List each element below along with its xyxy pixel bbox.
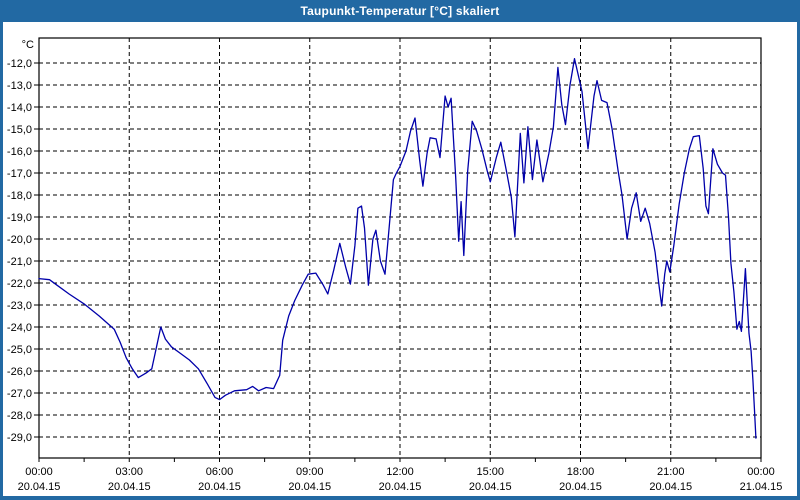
x-date-label: 20.04.15	[18, 481, 61, 493]
y-tick-label: -14,0	[7, 102, 32, 114]
y-tick-label: -21,0	[7, 256, 32, 268]
x-date-label: 20.04.15	[559, 481, 602, 493]
y-tick-label: -15,0	[7, 124, 32, 136]
y-tick-label: -24,0	[7, 322, 32, 334]
x-date-label: 20.04.15	[469, 481, 512, 493]
y-tick-label: -27,0	[7, 388, 32, 400]
x-time-label: 12:00	[386, 466, 414, 478]
window-title: Taupunkt-Temperatur [°C] skaliert	[300, 4, 500, 18]
y-tick-label: -12,0	[7, 58, 32, 70]
y-tick-label: -26,0	[7, 366, 32, 378]
y-tick-label: -25,0	[7, 344, 32, 356]
y-tick-label: -19,0	[7, 212, 32, 224]
x-time-label: 06:00	[206, 466, 234, 478]
y-tick-label: -17,0	[7, 168, 32, 180]
y-tick-label: -13,0	[7, 80, 32, 92]
x-time-label: 00:00	[25, 466, 53, 478]
x-date-label: 20.04.15	[198, 481, 241, 493]
y-tick-label: -23,0	[7, 300, 32, 312]
x-time-label: 21:00	[657, 466, 685, 478]
y-axis-unit-label: °C	[22, 39, 34, 51]
y-tick-label: -16,0	[7, 146, 32, 158]
plot-border	[38, 37, 762, 459]
y-tick-label: -22,0	[7, 278, 32, 290]
window-border-right	[797, 22, 800, 500]
x-date-label: 20.04.15	[649, 481, 692, 493]
window-border-bottom	[0, 496, 800, 500]
y-tick-label: -29,0	[7, 432, 32, 444]
x-time-label: 09:00	[296, 466, 324, 478]
window-title-bar: Taupunkt-Temperatur [°C] skaliert	[0, 0, 800, 22]
y-tick-label: -18,0	[7, 190, 32, 202]
x-date-label: 20.04.15	[108, 481, 151, 493]
x-date-label: 20.04.15	[288, 481, 331, 493]
window-border-left	[0, 22, 3, 500]
y-tick-label: -20,0	[7, 234, 32, 246]
x-date-label: 20.04.15	[379, 481, 422, 493]
y-tick-label: -28,0	[7, 410, 32, 422]
temperature-line	[38, 57, 757, 439]
x-time-label: 15:00	[476, 466, 504, 478]
x-time-label: 00:00	[747, 466, 775, 478]
x-time-label: 03:00	[115, 466, 143, 478]
x-date-label: 21.04.15	[740, 481, 783, 493]
x-time-label: 18:00	[567, 466, 595, 478]
